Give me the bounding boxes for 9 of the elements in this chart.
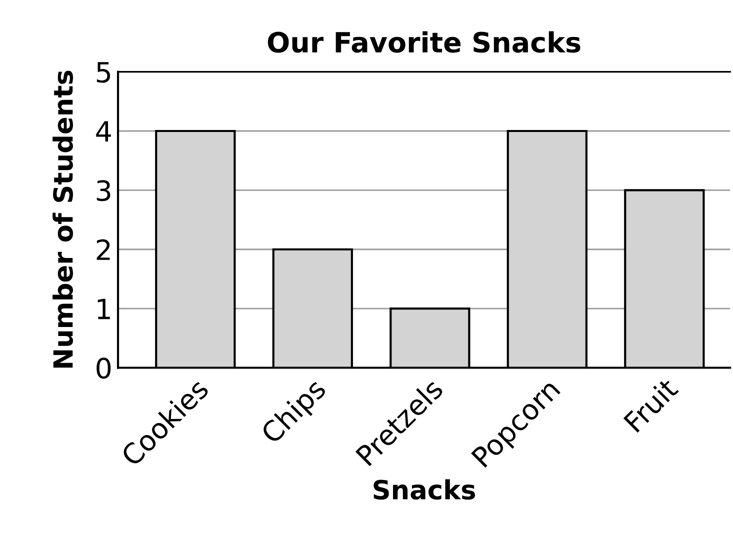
y-tick-label: 2 [96,239,110,260]
y-tick-label: 3 [96,180,110,202]
chart-title: Our Favorite Snacks [268,31,580,53]
y-tick-label: 1 [98,298,110,320]
y-tick-label: 5 [96,62,110,83]
y-tick-label: 0 [96,358,111,379]
y-tick-label: 4 [96,121,111,142]
y-axis-title: Number of Students [52,70,74,368]
x-axis-title: Snacks [374,479,476,500]
